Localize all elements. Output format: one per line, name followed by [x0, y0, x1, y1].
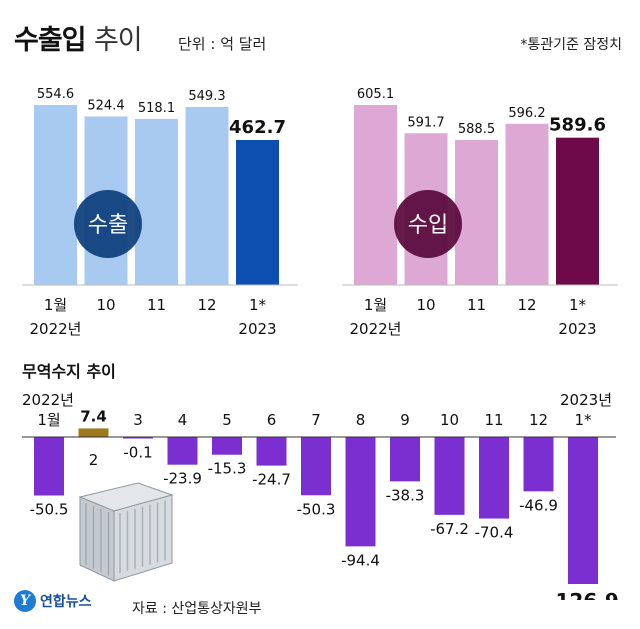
shipping-container-icon — [78, 482, 174, 582]
export-value-label: 524.4 — [87, 99, 124, 114]
balance-year-end-label: 2023년 — [560, 391, 612, 409]
export-bar — [34, 105, 77, 285]
import-category-label: 10 — [416, 296, 435, 314]
export-value-label: 462.7 — [229, 117, 286, 138]
page-title: 수출입 추이 — [14, 18, 143, 57]
export-category-label: 11 — [147, 296, 166, 314]
export-year-label: 2023 — [238, 320, 276, 338]
source-label: 자료 : 산업통상자원부 — [132, 601, 262, 617]
balance-category-label: 2 — [89, 451, 99, 469]
balance-bar — [479, 437, 509, 519]
export-chart: 554.6 1월 2022년 524.4 10 518.1 11 549.3 12 462.7 1*… — [22, 87, 298, 338]
note-label: *통관기준 잠정치 — [520, 37, 622, 53]
export-value-label: 554.6 — [37, 87, 74, 102]
balance-value-label: -126.9 — [547, 589, 619, 600]
title-light: 추이 — [93, 25, 143, 56]
import-value-label: 605.1 — [357, 87, 394, 102]
import-bar — [455, 140, 498, 285]
balance-category-label: 4 — [178, 411, 188, 429]
logo-text: 연합뉴스 — [40, 594, 92, 610]
logo-mark-icon: Y — [14, 590, 36, 612]
balance-category-label: 6 — [267, 411, 277, 429]
import-category-label: 1* — [569, 296, 587, 314]
balance-category-label: 11 — [484, 411, 503, 429]
import-value-label: 591.7 — [407, 115, 444, 130]
balance-bar — [212, 437, 242, 455]
export-badge-label: 수출 — [88, 213, 128, 238]
balance-category-label: 9 — [400, 411, 410, 429]
balance-bar — [78, 428, 109, 437]
yonhap-logo: Y 연합뉴스 — [14, 590, 92, 612]
balance-value-label: -24.7 — [252, 471, 291, 489]
export-bar — [185, 107, 229, 285]
balance-bar — [390, 437, 420, 482]
export-category-label: 10 — [96, 296, 115, 314]
balance-bar — [345, 437, 376, 547]
import-value-label: 596.2 — [508, 106, 545, 121]
import-year-label: 2022년 — [350, 320, 402, 338]
import-category-label: 1월 — [364, 296, 387, 314]
balance-category-label: 7 — [311, 411, 321, 429]
balance-section-title: 무역수지 추이 — [22, 362, 116, 381]
balance-value-label: -67.2 — [430, 520, 469, 538]
balance-value-label: -15.3 — [208, 460, 247, 478]
balance-value-label: -38.3 — [386, 486, 425, 504]
export-bar — [135, 118, 178, 286]
balance-value-label: 7.4 — [80, 407, 107, 425]
balance-value-label: -94.4 — [341, 551, 380, 569]
balance-category-label: 1월 — [37, 411, 60, 429]
balance-value-label: -23.9 — [163, 470, 202, 488]
balance-bar — [123, 437, 153, 439]
balance-bar — [568, 437, 598, 584]
import-bar — [505, 123, 549, 285]
import-bar — [354, 105, 397, 285]
balance-category-label: 12 — [529, 411, 548, 429]
balance-bar — [523, 437, 554, 492]
balance-value-label: -50.3 — [297, 500, 336, 518]
balance-bar — [434, 437, 465, 515]
export-value-label: 518.1 — [138, 101, 175, 116]
import-badge-circle — [394, 190, 462, 258]
balance-value-label: -50.5 — [30, 500, 69, 518]
import-value-label: 589.6 — [549, 115, 606, 136]
export-bar — [236, 140, 279, 285]
balance-chart: 2022년 2023년 1월 -50.5 7.4 2 3 -0.1 4 -23.9 5 -15.3 6 -… — [22, 391, 619, 600]
balance-year-start-label: 2022년 — [22, 391, 74, 409]
balance-category-label: 3 — [133, 411, 143, 429]
balance-value-label: -70.4 — [475, 524, 514, 542]
balance-category-label: 5 — [222, 411, 232, 429]
unit-label: 단위 : 억 달러 — [178, 35, 267, 53]
balance-category-label: 10 — [440, 411, 459, 429]
balance-category-label: 1* — [574, 411, 592, 429]
export-category-label: 1* — [249, 296, 267, 314]
balance-category-label: 8 — [356, 411, 366, 429]
balance-bar — [256, 437, 287, 466]
import-chart: 605.1 1월 2022년 591.7 10 588.5 11 596.2 12 589.6 1*… — [342, 87, 618, 338]
balance-bar — [34, 437, 64, 496]
export-category-label: 12 — [197, 296, 216, 314]
import-badge-label: 수입 — [408, 213, 448, 238]
export-value-label: 549.3 — [188, 89, 225, 104]
balance-bar — [167, 437, 198, 465]
balance-value-label: -0.1 — [123, 444, 152, 462]
import-category-label: 11 — [467, 296, 486, 314]
export-category-label: 1월 — [44, 296, 67, 314]
title-bold: 수출입 — [14, 25, 87, 56]
import-value-label: 588.5 — [458, 122, 495, 137]
export-year-label: 2022년 — [30, 320, 82, 338]
balance-bar — [301, 437, 331, 496]
import-year-label: 2023 — [558, 320, 596, 338]
import-category-label: 12 — [517, 296, 536, 314]
balance-value-label: -46.9 — [519, 496, 558, 514]
export-badge-circle — [74, 190, 142, 258]
import-bar — [556, 137, 599, 285]
